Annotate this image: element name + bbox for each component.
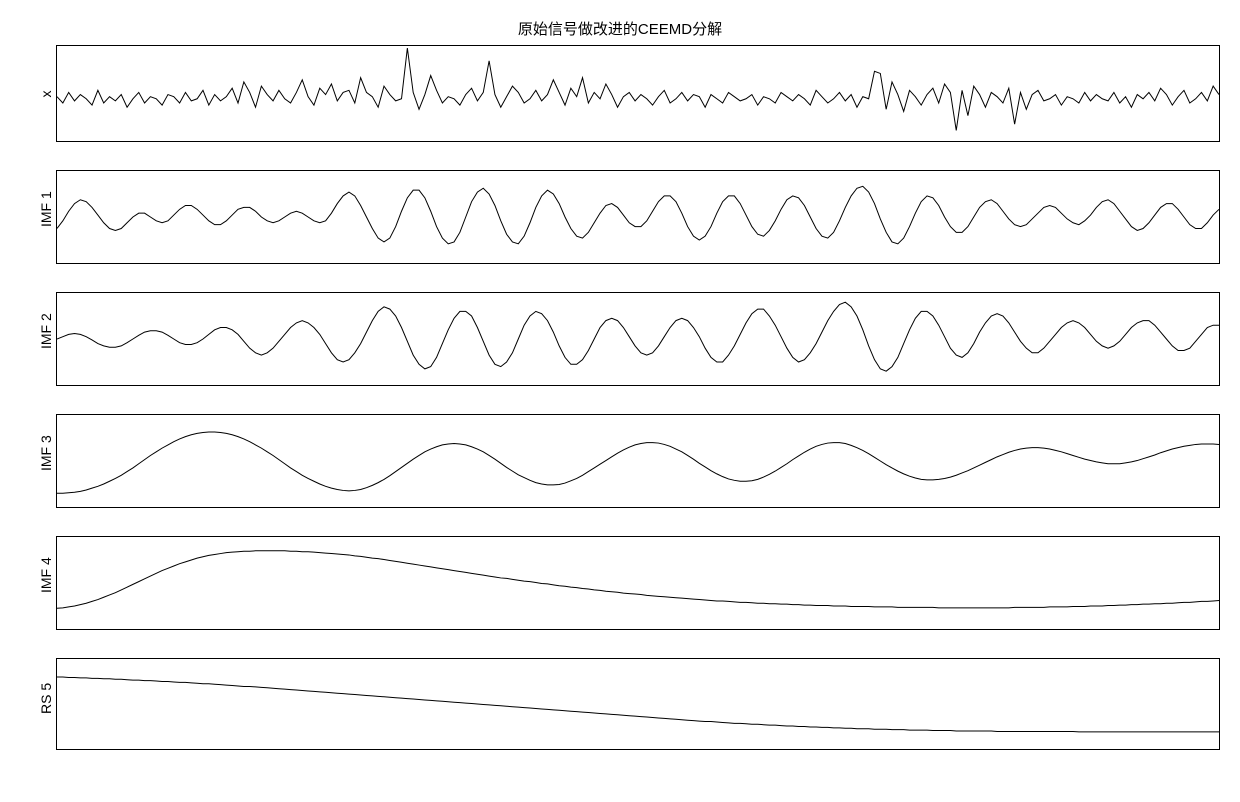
ceemd-figure: 原始信号做改进的CEEMD分解 x IMF 1 IMF 2 IMF 3 IMF 4 RS …	[0, 0, 1240, 802]
panel-row-3: IMF 3	[36, 414, 1220, 508]
signal-line	[57, 432, 1219, 493]
panel-ylabel: IMF 4	[38, 573, 54, 593]
panel-row-2: IMF 2	[36, 292, 1220, 386]
panel-ylabel: IMF 1	[38, 207, 54, 227]
panel-row-1: IMF 1	[36, 170, 1220, 264]
signal-line	[57, 551, 1219, 609]
panel-row-4: IMF 4	[36, 536, 1220, 630]
panel-ylabel: RS 5	[38, 694, 54, 714]
panel-row-0: x	[36, 45, 1220, 142]
figure-title: 原始信号做改进的CEEMD分解	[0, 18, 1240, 39]
panel-box	[56, 170, 1220, 264]
panel-box	[56, 45, 1220, 142]
panel-box	[56, 414, 1220, 508]
panel-row-5: RS 5	[36, 658, 1220, 750]
signal-line	[57, 186, 1219, 244]
panel-ylabel: x	[38, 84, 54, 104]
signal-line	[57, 302, 1219, 371]
panel-box	[56, 292, 1220, 386]
panel-ylabel: IMF 2	[38, 329, 54, 349]
panel-box	[56, 536, 1220, 630]
panels-container: x IMF 1 IMF 2 IMF 3 IMF 4 RS 5	[0, 45, 1240, 770]
signal-line	[57, 48, 1219, 130]
panel-ylabel: IMF 3	[38, 451, 54, 471]
panel-box	[56, 658, 1220, 750]
signal-line	[57, 677, 1219, 732]
